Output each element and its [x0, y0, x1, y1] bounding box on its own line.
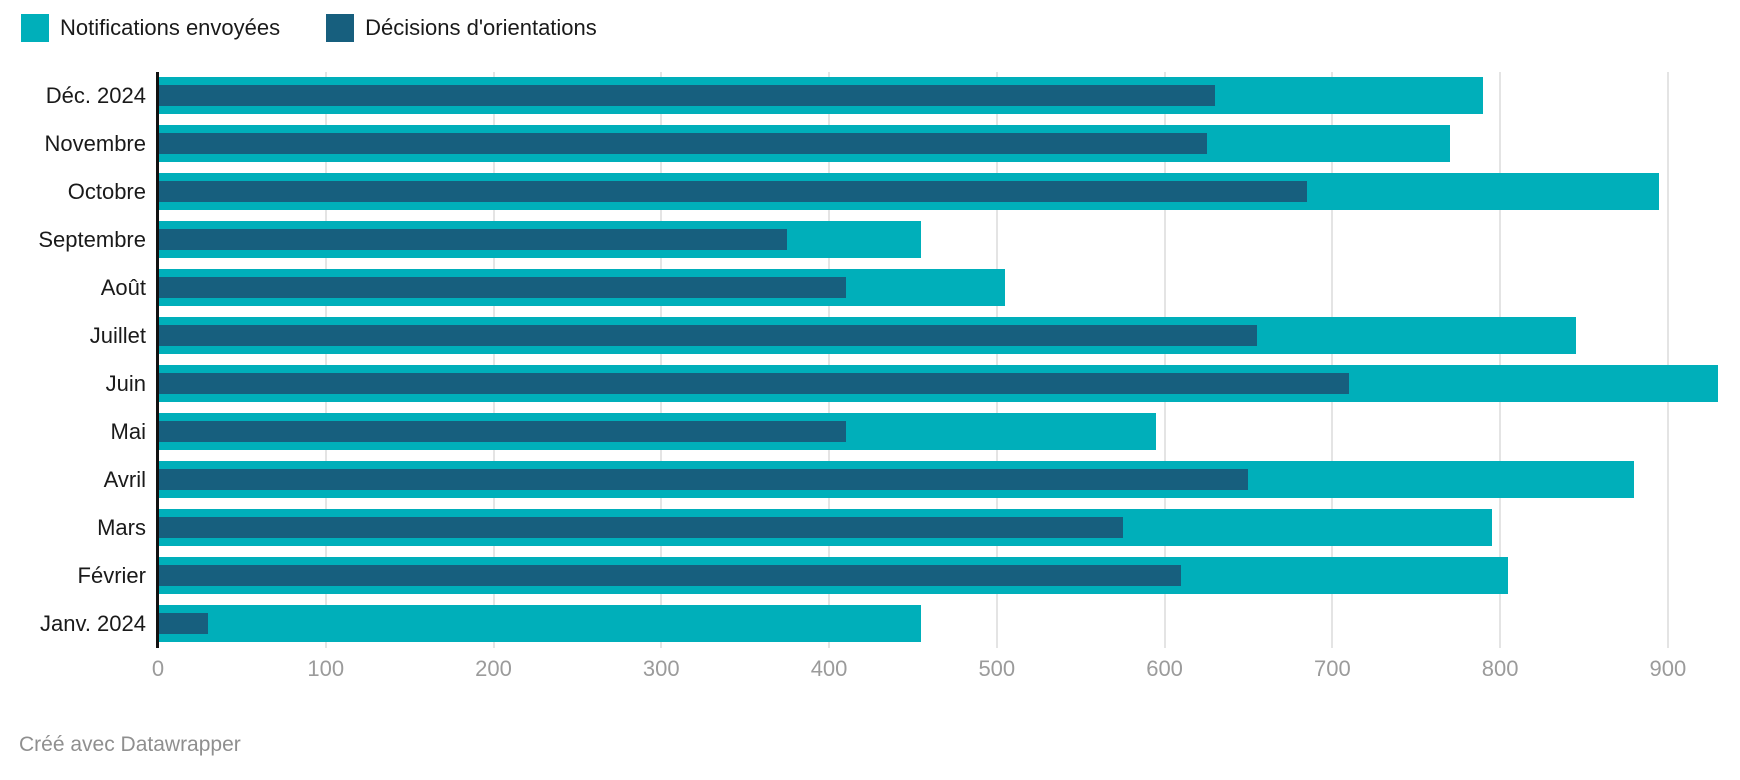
- legend-label: Notifications envoyées: [60, 15, 281, 40]
- legend: Notifications envoyées Décisions d'orien…: [21, 14, 643, 42]
- row-label: Juillet: [89, 323, 146, 348]
- bar-decisions-orientations: [158, 325, 1257, 346]
- x-tick-label: 200: [475, 656, 512, 681]
- row-label: Février: [77, 563, 146, 588]
- legend-swatch-decisions-icon: [326, 14, 355, 42]
- bar-track: [158, 312, 1740, 360]
- gridline-400: [828, 72, 831, 648]
- bar-track: [158, 600, 1740, 648]
- gridline-300: [660, 72, 663, 648]
- legend-swatch-notifications-icon: [21, 14, 49, 42]
- y-axis-line: [156, 72, 159, 648]
- bar-decisions-orientations: [158, 229, 788, 250]
- bar-decisions-orientations: [158, 133, 1207, 154]
- bar-decisions-orientations: [158, 181, 1308, 202]
- bar-track: [158, 408, 1740, 456]
- legend-item-decisions: Décisions d'orientations: [326, 14, 597, 42]
- bar-decisions-orientations: [158, 565, 1182, 586]
- bar-decisions-orientations: [158, 85, 1215, 106]
- row-label: Mars: [97, 515, 146, 540]
- legend-item-notifications: Notifications envoyées: [21, 14, 280, 42]
- bar-chart-plot: [156, 72, 1740, 648]
- x-tick-label: 800: [1481, 656, 1519, 681]
- gridline-500: [995, 72, 998, 648]
- gridline-900: [1666, 72, 1669, 648]
- bar-track: [158, 168, 1740, 216]
- gridline-700: [1331, 72, 1334, 648]
- x-tick-label: 400: [810, 656, 848, 681]
- bar-track: [158, 216, 1740, 264]
- gridline-100: [324, 72, 327, 648]
- bar-track: [158, 456, 1740, 504]
- x-axis: 0 100 200 300 400 500 600 700 800 900: [152, 656, 1740, 686]
- legend-label: Décisions d'orientations: [365, 15, 597, 40]
- x-tick-label: 600: [1146, 656, 1183, 681]
- row-label: Janv. 2024: [39, 611, 146, 636]
- bar-decisions-orientations: [158, 421, 846, 442]
- attribution-text: Créé avec Datawrapper: [19, 733, 241, 756]
- gridline-800: [1499, 72, 1502, 648]
- row-label: Juin: [105, 371, 146, 396]
- row-label: Mai: [110, 419, 146, 444]
- category-axis-labels: Déc. 2024 Novembre Octobre Septembre Août Jui…: [0, 72, 146, 648]
- row-label: Novembre: [44, 131, 146, 156]
- chart-rows: [158, 72, 1740, 648]
- bar-decisions-orientations: [158, 277, 846, 298]
- bar-track: [158, 552, 1740, 600]
- row-label: Octobre: [67, 179, 146, 204]
- bar-track: [158, 120, 1740, 168]
- x-tick-label: 100: [307, 656, 345, 681]
- row-label: Août: [100, 275, 146, 300]
- row-label: Septembre: [38, 227, 146, 252]
- gridline-200: [492, 72, 495, 648]
- row-label: Avril: [103, 467, 146, 492]
- x-tick-label: 500: [978, 656, 1016, 681]
- bar-track: [158, 72, 1740, 120]
- x-tick-label: 700: [1313, 656, 1351, 681]
- gridline-600: [1163, 72, 1166, 648]
- bar-decisions-orientations: [158, 613, 209, 634]
- bar-track: [158, 504, 1740, 552]
- x-tick-label: 900: [1649, 656, 1687, 681]
- x-tick-label: 0: [151, 656, 165, 681]
- bar-track: [158, 360, 1740, 408]
- x-tick-label: 300: [642, 656, 680, 681]
- bar-notifications-envoyees: [158, 605, 922, 642]
- bar-decisions-orientations: [158, 373, 1350, 394]
- row-label: Déc. 2024: [45, 83, 146, 108]
- bar-decisions-orientations: [158, 469, 1249, 490]
- bar-track: [158, 264, 1740, 312]
- bar-decisions-orientations: [158, 517, 1123, 538]
